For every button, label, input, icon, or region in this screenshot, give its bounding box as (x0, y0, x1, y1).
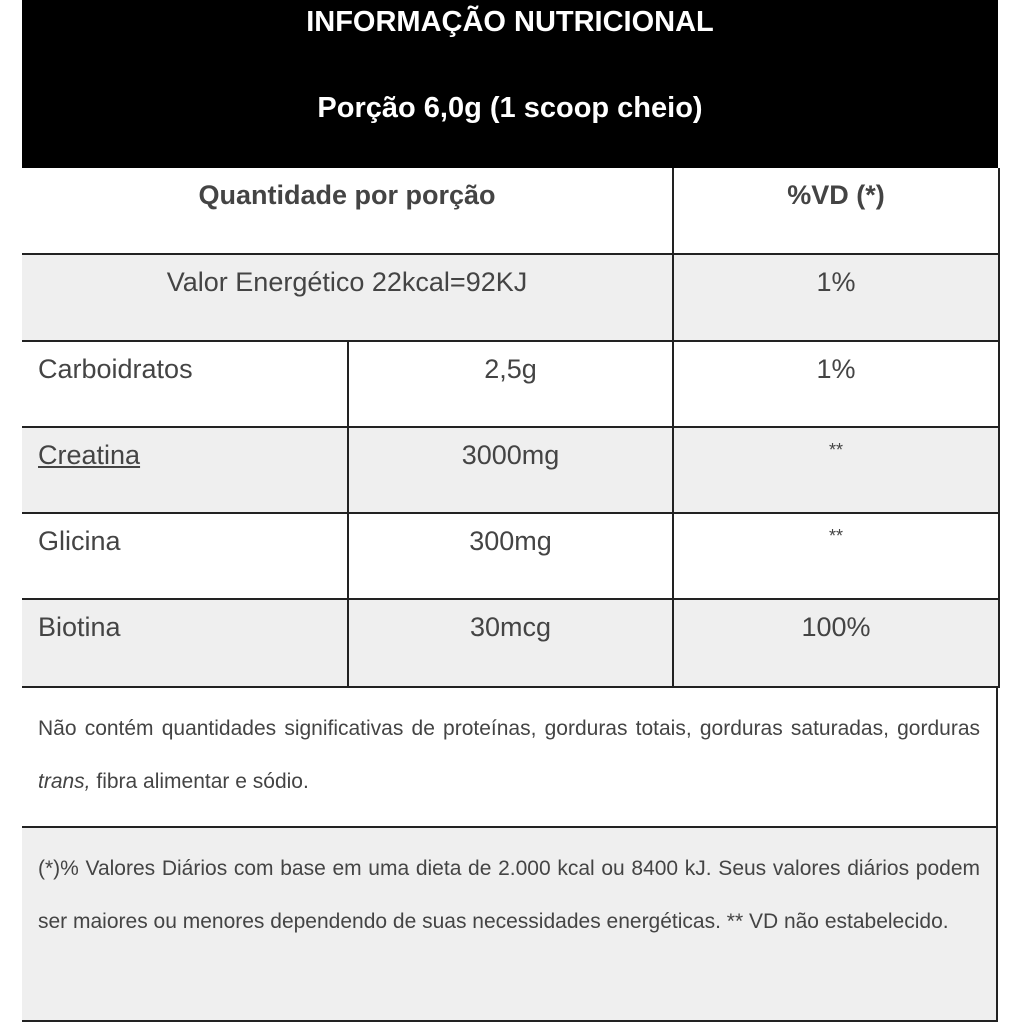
column-header-vd: %VD (*) (674, 168, 1000, 255)
note-text: Não contém quantidades significativas de… (38, 717, 980, 740)
note-text-end: fibra alimentar e sódio. (90, 770, 309, 793)
creatina-link[interactable]: Creatina (38, 440, 141, 470)
nutrient-name: Carboidratos (22, 342, 349, 428)
nutrient-name: Biotina (22, 600, 349, 688)
daily-values-note: (*)% Valores Diários com base em uma die… (22, 828, 998, 1022)
table-header: INFORMAÇÃO NUTRICIONAL Porção 6,0g (1 sc… (22, 0, 998, 168)
nutrient-vd: 1% (674, 342, 1000, 428)
energy-value: Valor Energético 22kcal=92KJ (22, 255, 674, 342)
nutrient-vd: 100% (674, 600, 1000, 688)
nutrient-name: Glicina (22, 514, 349, 600)
nutrient-amount: 30mcg (349, 600, 674, 688)
nutrient-amount: 2,5g (349, 342, 674, 428)
nutrient-amount: 300mg (349, 514, 674, 600)
energy-vd: 1% (674, 255, 1000, 342)
note-trans: trans, (38, 770, 91, 793)
nutrient-amount: 3000mg (349, 428, 674, 514)
table-title: INFORMAÇÃO NUTRICIONAL (306, 6, 714, 38)
nutrient-vd: ** (674, 514, 1000, 600)
not-contains-note: Não contém quantidades significativas de… (22, 688, 998, 828)
portion-size: Porção 6,0g (1 scoop cheio) (317, 92, 703, 124)
nutrient-name-cell: Creatina (22, 428, 349, 514)
column-header-quantity: Quantidade por porção (22, 168, 674, 255)
nutrient-vd: ** (674, 428, 1000, 514)
